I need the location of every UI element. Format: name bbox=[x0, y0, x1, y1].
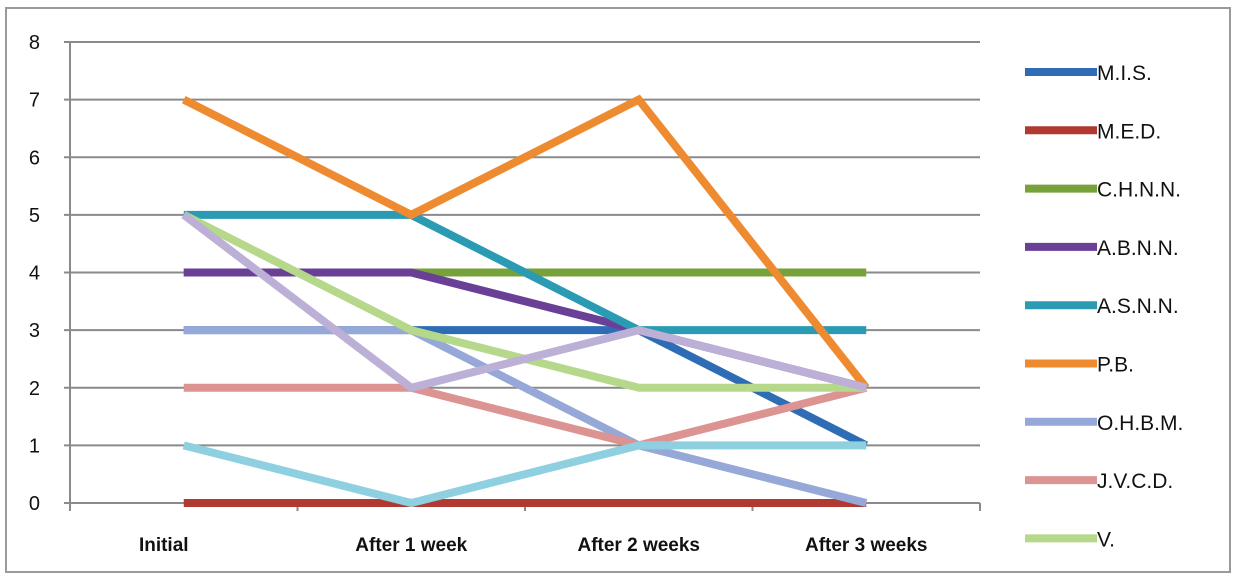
y-tick-label: 4 bbox=[29, 263, 40, 285]
y-tick-label: 8 bbox=[29, 32, 40, 54]
y-tick-label: 3 bbox=[29, 320, 40, 342]
legend-label: M.I.S. bbox=[1097, 62, 1152, 85]
series-line-6 bbox=[183, 326, 868, 507]
legend-label: V. bbox=[1097, 528, 1115, 551]
x-axis-ticks: Initial After 1 week After 2 weeks After 3 … bbox=[139, 535, 928, 556]
x-tick-label: Initial bbox=[139, 535, 189, 556]
legend-label: C.H.N.N. bbox=[1097, 179, 1181, 202]
y-tick-label: 0 bbox=[29, 493, 40, 515]
y-axis-ticks: 0 1 2 3 4 5 6 7 8 bbox=[29, 32, 40, 515]
legend-label: A.S.N.N. bbox=[1097, 295, 1179, 318]
legend-label: J.V.C.D. bbox=[1097, 470, 1173, 493]
y-tick-label: 5 bbox=[29, 205, 40, 227]
y-tick-label: 7 bbox=[29, 90, 40, 112]
series-line-10 bbox=[182, 441, 867, 508]
legend-label: M.E.D. bbox=[1097, 120, 1161, 143]
y-tick-label: 2 bbox=[29, 378, 40, 400]
series-lines bbox=[181, 94, 870, 508]
x-tick-label: After 1 week bbox=[355, 535, 467, 556]
x-tick-label: After 2 weeks bbox=[577, 535, 700, 556]
series-line-7 bbox=[183, 383, 868, 450]
legend-label: P.B. bbox=[1097, 354, 1134, 377]
series-line-9 bbox=[181, 211, 868, 393]
y-tick-label: 1 bbox=[29, 435, 40, 457]
series-line-4 bbox=[183, 210, 867, 335]
series-line-5 bbox=[181, 94, 870, 391]
legend: M.I.S. M.E.D. C.H.N.N. A.B.N.N. A.S.N.N. P.B.… bbox=[1025, 62, 1183, 551]
y-tick-label: 6 bbox=[29, 147, 40, 169]
legend-label: O.H.B.M. bbox=[1097, 412, 1183, 435]
legend-label: A.B.N.N. bbox=[1097, 237, 1179, 260]
x-tick-label: After 3 weeks bbox=[805, 535, 928, 556]
